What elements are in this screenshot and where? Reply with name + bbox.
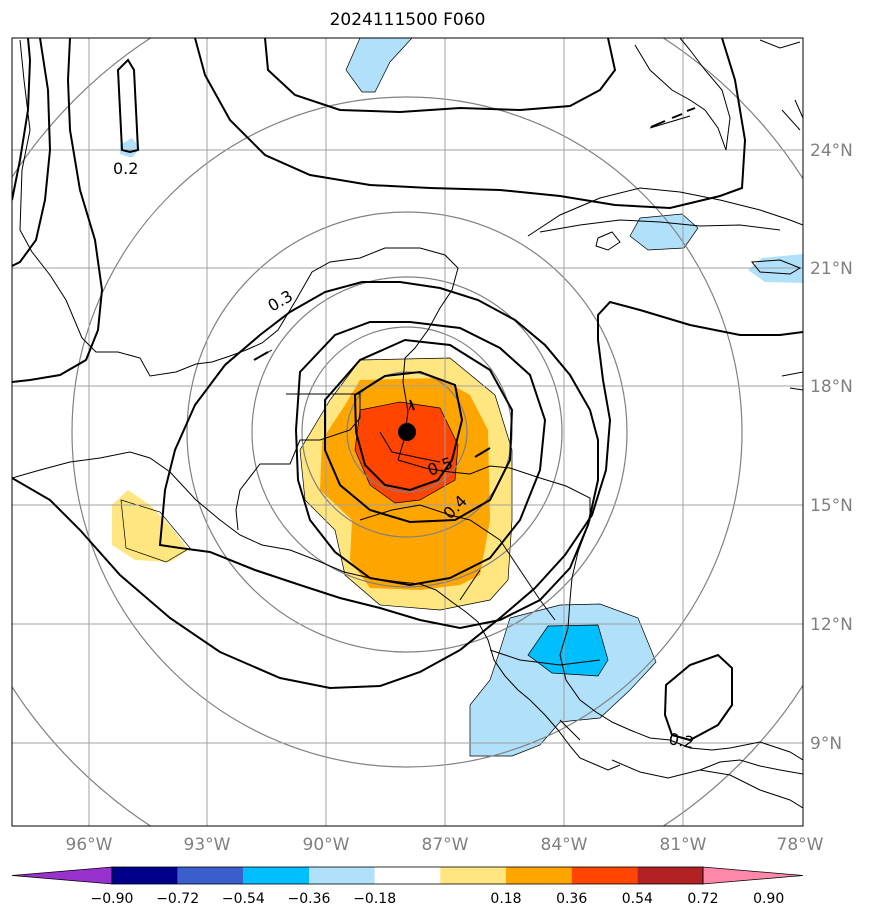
lat-label-18: 18°N	[810, 377, 853, 397]
lat-label-24: 24°N	[810, 141, 853, 161]
colorbar-tick-label: 0.72	[687, 891, 718, 907]
colorbar-tick-label: −0.18	[353, 891, 396, 907]
colorbar-segments	[11, 866, 804, 885]
contour-dash-east	[474, 107, 696, 458]
colorbar-segment	[374, 867, 441, 884]
lon-label-90: 90°W	[303, 835, 350, 855]
shade-red	[355, 402, 458, 503]
shade-yellow-west	[112, 490, 188, 562]
lat-label-15: 15°N	[810, 496, 853, 516]
lat-label-9: 9°N	[810, 734, 842, 754]
contour-small-1	[253, 351, 415, 411]
contour-label-5: 0.2	[667, 729, 695, 752]
colorbar-segment	[243, 867, 309, 884]
colorbar-ticks: −0.90 −0.72 −0.54 −0.36 −0.18 0.18 0.36 0.54 0.7…	[91, 891, 785, 907]
lat-label-12: 12°N	[810, 615, 853, 635]
contour-ring-inner	[324, 338, 514, 524]
coast-florida	[634, 38, 731, 151]
colorbar: −0.90 −0.72 −0.54 −0.36 −0.18 0.18 0.36 0.54 0.7…	[11, 866, 804, 907]
contour-0.3	[158, 281, 599, 630]
lon-label-93: 93°W	[184, 835, 231, 855]
colorbar-tick-label: −0.72	[156, 891, 199, 907]
colorbar-tick-label: −0.54	[222, 891, 265, 907]
coast-florida-keys	[649, 115, 691, 129]
storm-center-marker	[398, 423, 416, 441]
contour-0.2-southeast	[663, 653, 733, 742]
coast-jamaica	[751, 259, 802, 275]
colorbar-segment	[506, 867, 572, 884]
latitude-labels: 24°N 21°N 18°N 15°N 12°N 9°N	[810, 141, 853, 754]
contour-north	[194, 38, 747, 210]
coast-south-america	[699, 759, 803, 775]
colorbar-tick-label: −0.36	[288, 891, 331, 907]
shade-lightblue-north	[346, 38, 412, 92]
colorbar-segment	[440, 867, 506, 884]
range-rings	[12, 38, 803, 826]
coast-mexico-gulf	[19, 39, 459, 461]
shade-lightblue-nw	[120, 138, 140, 158]
contour-0.4	[294, 321, 547, 587]
coast-bahamas	[759, 39, 803, 131]
coast-cayman-etc	[781, 371, 803, 391]
shade-lightblue-cuba	[630, 214, 698, 250]
coast-central-america-east	[397, 459, 803, 761]
contour-0.2-outer	[12, 300, 803, 690]
colorbar-tick-label: 0.18	[490, 891, 521, 907]
coast-cuba	[527, 187, 803, 237]
map-title: 2024111500 F060	[329, 10, 486, 30]
colorbar-tick-label: 0.54	[622, 891, 653, 907]
contour-label-1: 0.2	[113, 159, 138, 178]
colorbar-segment	[571, 867, 638, 884]
colorbar-tick-label: −0.90	[91, 891, 134, 907]
contour-0.2-nw	[116, 58, 140, 154]
contour-lines	[12, 38, 803, 742]
coastlines	[12, 38, 803, 809]
lon-label-81: 81°W	[660, 835, 707, 855]
coast-isle-youth	[595, 231, 621, 251]
colorbar-segment	[309, 867, 375, 884]
colorbar-extend-low	[11, 866, 113, 885]
colorbar-tick-label: 0.36	[556, 891, 587, 907]
colorbar-extend-high	[702, 866, 804, 885]
contour-west-3	[12, 38, 32, 201]
colorbar-segment	[112, 867, 178, 884]
colorbar-segment	[637, 867, 703, 884]
map-frame	[11, 37, 804, 827]
coast-cuba-south	[539, 219, 781, 233]
negative-shading	[120, 38, 803, 756]
lon-label-84: 84°W	[541, 835, 588, 855]
colorbar-segment	[177, 867, 244, 884]
border-guatemala	[235, 393, 441, 531]
colorbar-frame	[111, 866, 704, 885]
longitude-labels: 96°W 93°W 90°W 87°W 84°W 81°W 78°W	[66, 835, 824, 855]
lat-label-21: 21°N	[810, 259, 853, 279]
contour-0.5	[353, 370, 464, 492]
lon-label-78: 78°W	[777, 835, 824, 855]
border-costa-rica	[489, 649, 601, 741]
shade-lightblue-south	[470, 604, 656, 756]
coast-panama	[611, 759, 803, 809]
lon-label-96: 96°W	[66, 835, 113, 855]
contour-west-1	[12, 38, 104, 383]
positive-shading	[112, 358, 512, 610]
contour-west-2	[12, 38, 52, 267]
lon-label-87: 87°W	[422, 835, 469, 855]
contour-north-inner	[264, 38, 617, 114]
shade-outlines	[120, 38, 699, 757]
colorbar-tick-label: 0.90	[753, 891, 784, 907]
